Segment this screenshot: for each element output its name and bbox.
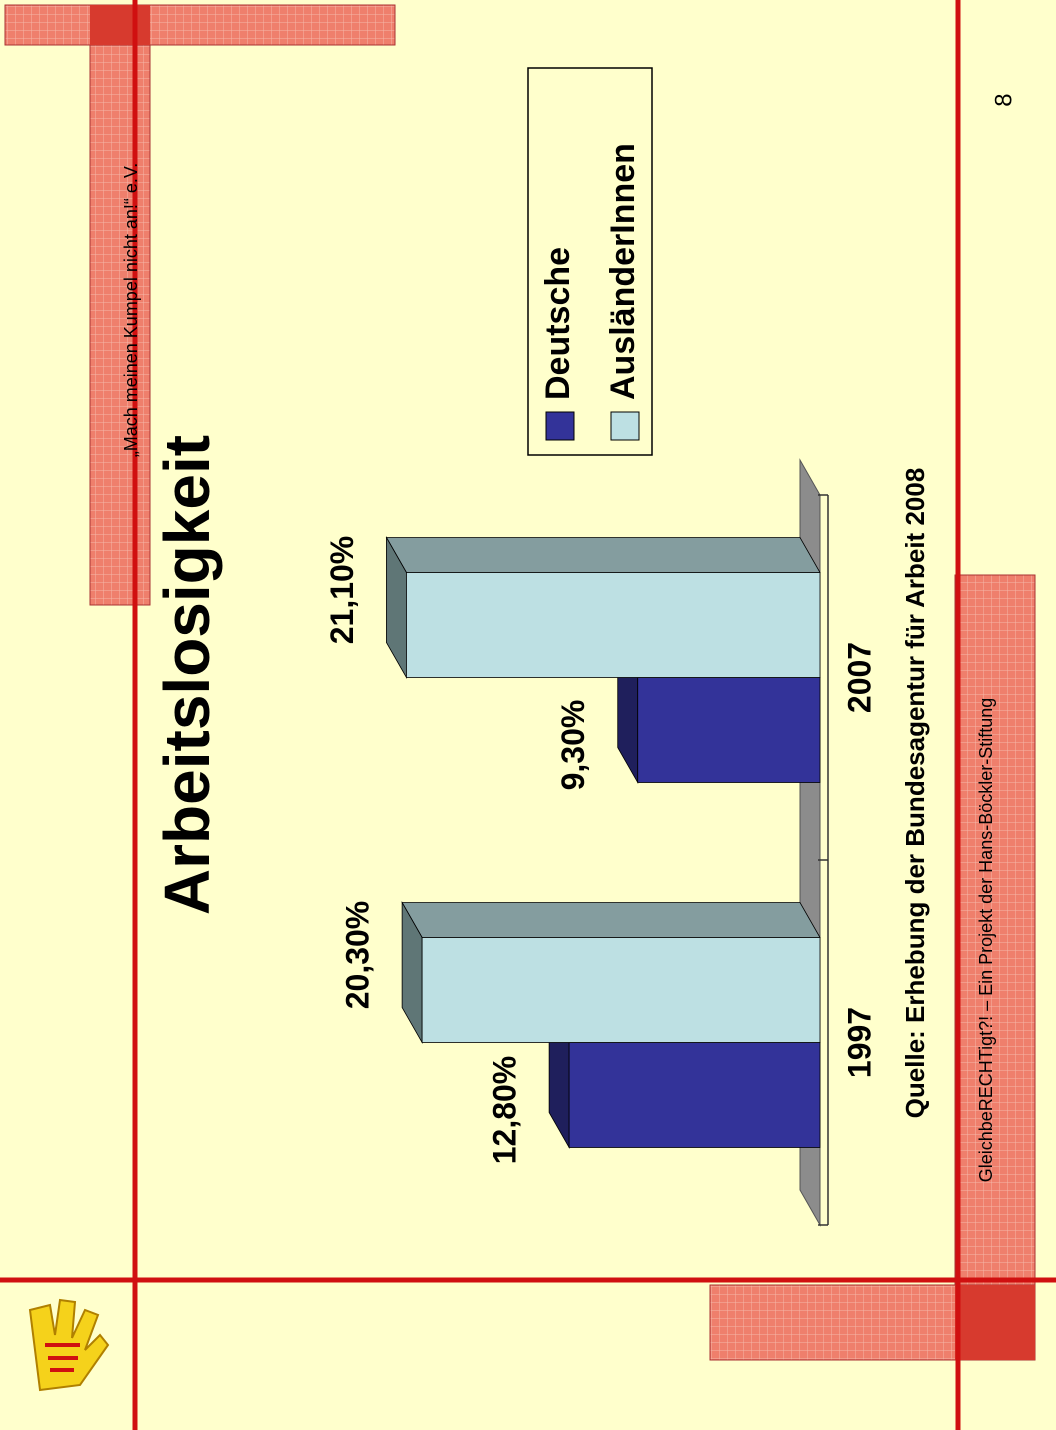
bar-side <box>385 537 821 573</box>
legend-label: Deutsche <box>539 247 577 400</box>
bar <box>406 572 821 678</box>
legend-box <box>527 67 653 456</box>
value-label: 20,30% <box>340 901 376 1010</box>
header: „Mach meinen Kumpel nicht an!“ e.V. <box>121 163 141 458</box>
bar <box>421 937 821 1043</box>
corner-strip <box>4 4 396 46</box>
bar <box>568 1042 821 1148</box>
corner-block <box>90 5 150 45</box>
value-label: 9,30% <box>555 700 591 791</box>
x-tick-label: 2007 <box>841 642 877 713</box>
value-label: 12,80% <box>487 1056 523 1165</box>
bar-side <box>401 902 821 938</box>
value-label: 21,10% <box>324 536 360 645</box>
bar <box>637 677 821 783</box>
page-number: 8 <box>990 93 1017 106</box>
legend-label: AusländerInnen <box>604 143 642 400</box>
logo <box>28 1298 110 1392</box>
x-tick-label: 1997 <box>841 1007 877 1078</box>
legend-swatch <box>610 411 640 441</box>
footer-block <box>955 1285 1035 1360</box>
legend-swatch <box>545 411 575 441</box>
source: Quelle: Erhebung der Bundesagentur für A… <box>900 468 930 1119</box>
footer: GleichbeRECHTigt?! – Ein Projekt der Han… <box>976 698 996 1183</box>
chart-title: Arbeitslosigkeit <box>151 435 223 915</box>
